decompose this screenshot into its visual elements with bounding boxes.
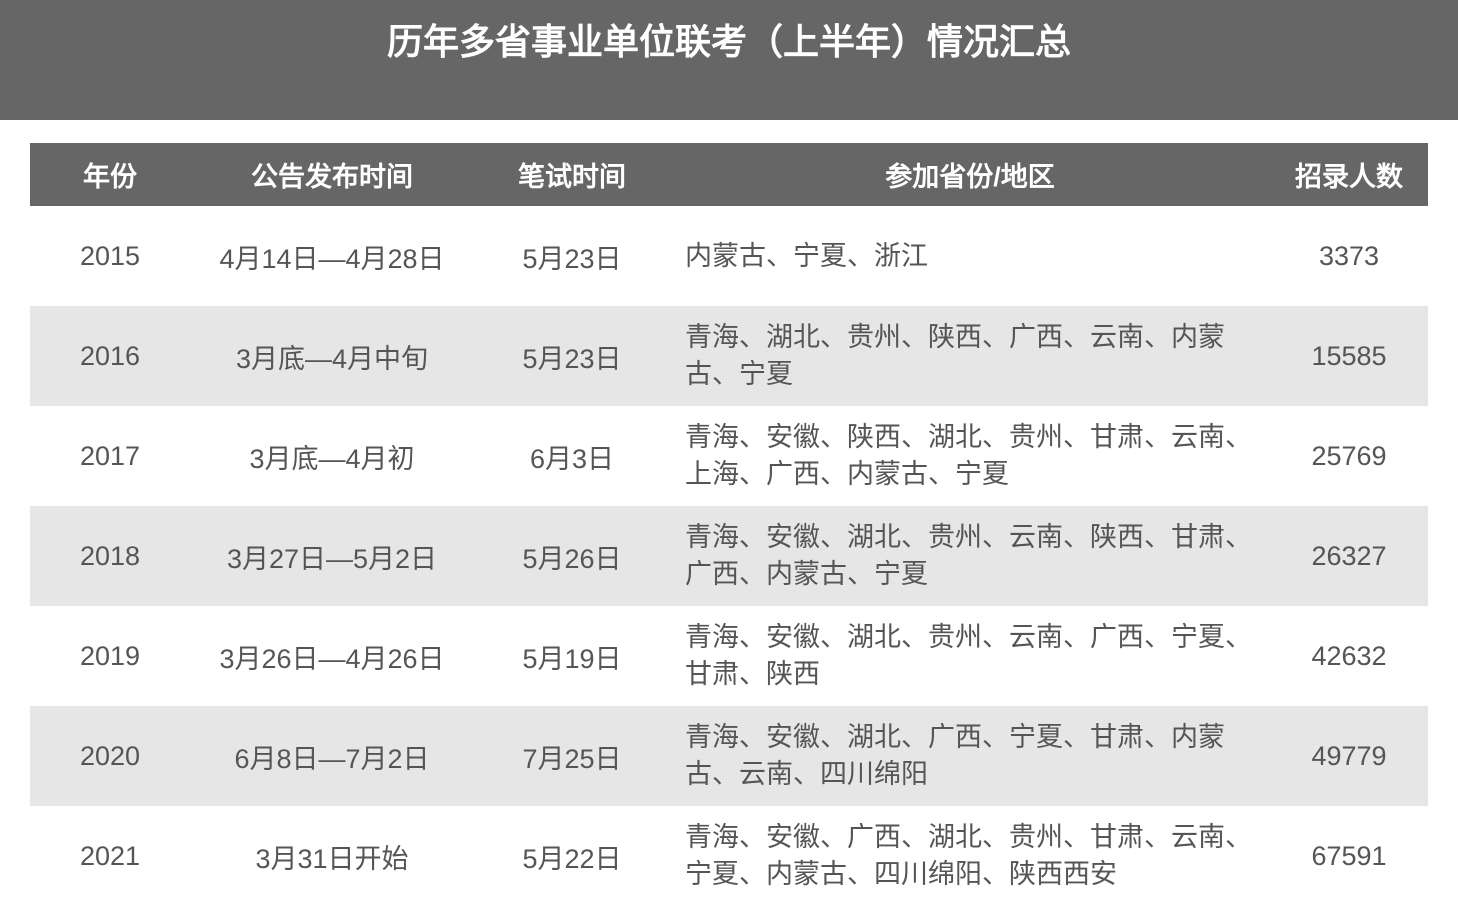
table-row: 2021 3月31日开始 5月22日 青海、安徽、广西、湖北、贵州、甘肃、云南、宁夏、… bbox=[30, 806, 1428, 906]
column-header: 参加省份/地区 bbox=[885, 162, 1055, 192]
table-cell: 青海、安徽、湖北、贵州、云南、陕西、甘肃、广西、内蒙古、宁夏 bbox=[685, 522, 1252, 589]
table-cell: 49779 bbox=[1311, 740, 1387, 771]
column-header: 年份 bbox=[83, 162, 137, 192]
column-header: 笔试时间 bbox=[518, 162, 626, 192]
header-row: 年份 公告发布时间 笔试时间 参加省份/地区 招录人数 bbox=[30, 143, 1428, 206]
table-cell: 2020 bbox=[79, 740, 141, 771]
table-cell: 5月23日 bbox=[522, 243, 622, 274]
table-cell: 4月14日—4月28日 bbox=[219, 243, 445, 274]
table-cell: 7月25日 bbox=[522, 743, 622, 774]
table-cell: 26327 bbox=[1311, 540, 1387, 571]
table-cell: 2015 bbox=[79, 240, 141, 271]
table-cell: 青海、安徽、湖北、贵州、云南、广西、宁夏、甘肃、陕西 bbox=[685, 622, 1252, 689]
table-cell: 3373 bbox=[1318, 240, 1380, 271]
table-cell: 67591 bbox=[1311, 840, 1387, 871]
table-cell: 5月22日 bbox=[522, 843, 622, 874]
table-row: 2018 3月27日—5月2日 5月26日 青海、安徽、湖北、贵州、云南、陕西、甘肃、… bbox=[30, 506, 1428, 606]
table-row: 2019 3月26日—4月26日 5月19日 青海、安徽、湖北、贵州、云南、广西、宁夏… bbox=[30, 606, 1428, 706]
table-cell: 2017 bbox=[79, 440, 141, 471]
title: 历年多省事业单位联考（上半年）情况汇总 bbox=[386, 21, 1071, 62]
table-cell: 5月23日 bbox=[522, 343, 622, 374]
table-cell: 25769 bbox=[1311, 440, 1387, 471]
table-cell: 内蒙古、宁夏、浙江 bbox=[685, 240, 928, 271]
table-cell: 3月26日—4月26日 bbox=[219, 643, 445, 674]
table-cell: 青海、湖北、贵州、陕西、广西、云南、内蒙古、宁夏 bbox=[685, 322, 1225, 389]
table-cell: 6月3日 bbox=[529, 443, 615, 474]
table-cell: 3月底—4月初 bbox=[249, 443, 415, 474]
table-cell: 2019 bbox=[79, 640, 141, 671]
title-bar: 历年多省事业单位联考（上半年）情况汇总 bbox=[0, 0, 1458, 120]
table-cell: 42632 bbox=[1311, 640, 1387, 671]
table-row: 2017 3月底—4月初 6月3日 青海、安徽、陕西、湖北、贵州、甘肃、云南、上海、广… bbox=[30, 406, 1428, 506]
table-cell: 青海、安徽、湖北、广西、宁夏、甘肃、内蒙古、云南、四川绵阳 bbox=[685, 722, 1225, 789]
table-row: 2020 6月8日—7月2日 7月25日 青海、安徽、湖北、广西、宁夏、甘肃、内蒙古、… bbox=[30, 706, 1428, 806]
table-cell: 2021 bbox=[79, 840, 141, 871]
table-cell: 青海、安徽、广西、湖北、贵州、甘肃、云南、宁夏、内蒙古、四川绵阳、陕西西安 bbox=[685, 822, 1252, 889]
column-header: 招录人数 bbox=[1295, 162, 1403, 192]
column-header: 公告发布时间 bbox=[251, 162, 413, 192]
table-cell: 2016 bbox=[79, 340, 141, 371]
table-cell: 3月31日开始 bbox=[255, 843, 409, 874]
table-cell: 5月26日 bbox=[522, 543, 622, 574]
table-cell: 2018 bbox=[79, 540, 141, 571]
table-cell: 6月8日—7月2日 bbox=[234, 743, 430, 774]
table-row: 2015 4月14日—4月28日 5月23日 内蒙古、宁夏、浙江 3373 bbox=[30, 206, 1428, 306]
table-cell: 青海、安徽、陕西、湖北、贵州、甘肃、云南、上海、广西、内蒙古、宁夏 bbox=[685, 422, 1252, 489]
table: 年份 公告发布时间 笔试时间 参加省份/地区 招录人数 2015 4月14日—4月28日 5月… bbox=[30, 143, 1428, 906]
table-row: 2016 3月底—4月中旬 5月23日 青海、湖北、贵州、陕西、广西、云南、内蒙古、宁… bbox=[30, 306, 1428, 406]
table-cell: 5月19日 bbox=[522, 643, 622, 674]
table-cell: 3月27日—5月2日 bbox=[226, 543, 438, 574]
table-cell: 15585 bbox=[1311, 340, 1387, 371]
table-cell: 3月底—4月中旬 bbox=[235, 343, 429, 374]
